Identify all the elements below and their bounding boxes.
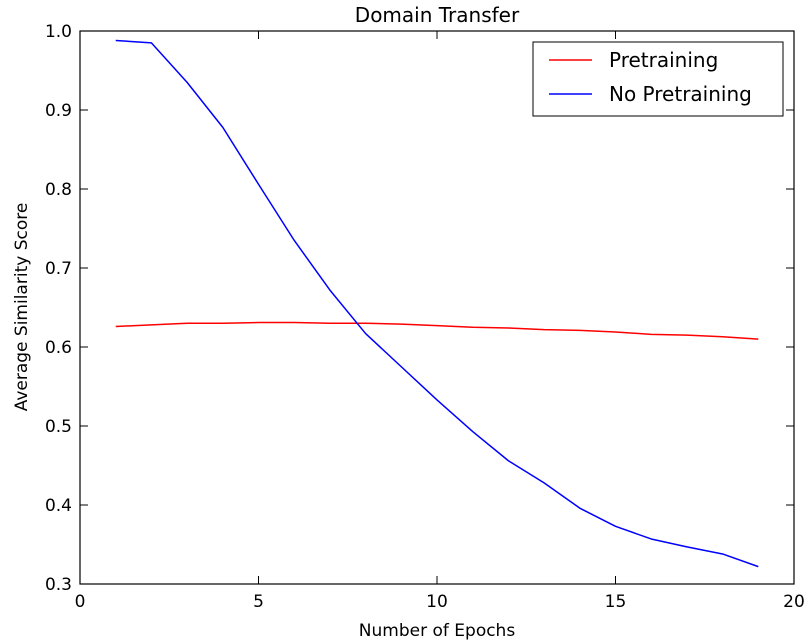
- x-tick-label: 15: [605, 592, 627, 612]
- y-tick-label: 0.9: [45, 101, 72, 121]
- x-tick-label: 20: [783, 592, 805, 612]
- legend-items: Pretraining No Pretraining: [549, 48, 752, 106]
- legend-label-pretraining: Pretraining: [609, 48, 718, 72]
- y-axis-title: Average Similarity Score: [12, 203, 32, 412]
- y-axis-ticks: 0.3 0.4 0.5 0.6 0.7 0.8 0.9 1.0: [45, 22, 794, 595]
- series-line-no-pretraining: [115, 39, 759, 568]
- chart-title: Domain Transfer: [355, 3, 520, 27]
- x-tick-label: 5: [253, 592, 264, 612]
- y-tick-label: 0.3: [45, 575, 72, 595]
- legend: Pretraining No Pretraining: [532, 41, 784, 117]
- x-axis-ticks: 0 5 10 15 20: [75, 31, 805, 612]
- y-tick-label: 1.0: [45, 22, 72, 42]
- legend-box: [532, 41, 784, 117]
- x-axis-title: Number of Epochs: [359, 621, 516, 641]
- y-tick-label: 0.7: [45, 259, 72, 279]
- x-tick-label: 10: [426, 592, 448, 612]
- y-tick-label: 0.6: [45, 338, 72, 358]
- y-tick-label: 0.4: [45, 496, 72, 516]
- x-tick-label: 0: [75, 592, 86, 612]
- y-tick-label: 0.8: [45, 180, 72, 200]
- y-tick-label: 0.5: [45, 417, 72, 437]
- series-line-pretraining: [115, 321, 759, 340]
- plot-lines: [115, 39, 759, 568]
- legend-label-no-pretraining: No Pretraining: [609, 82, 752, 106]
